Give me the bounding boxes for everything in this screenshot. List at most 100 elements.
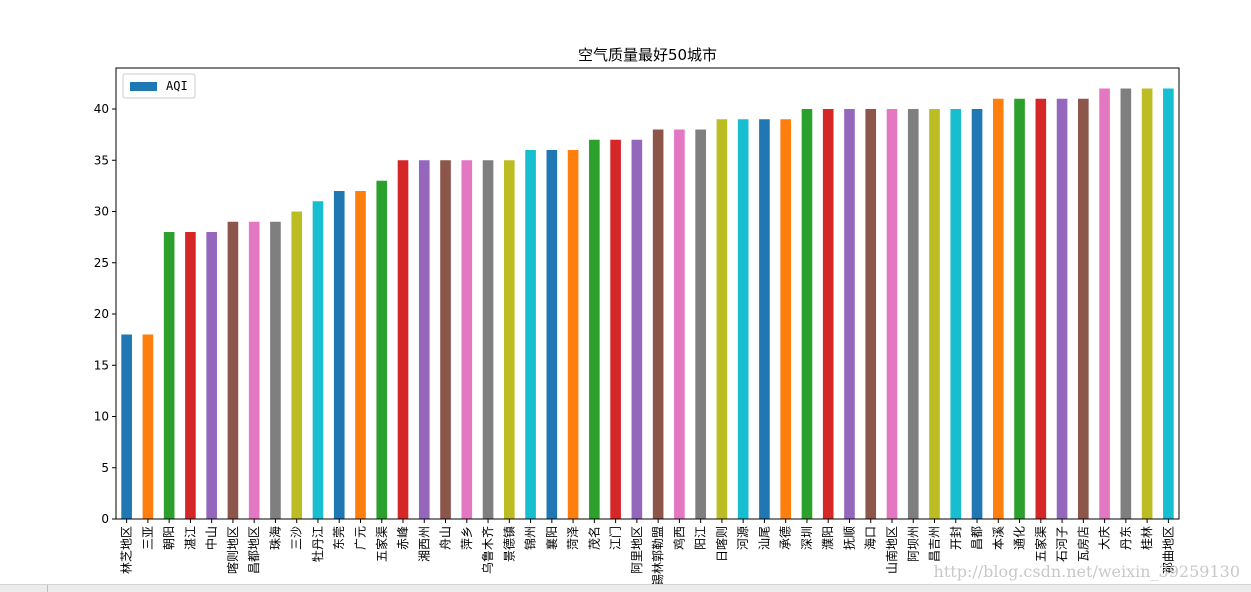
legend-box — [122, 73, 196, 99]
x-tick-label: 瓦房店 — [1075, 526, 1090, 562]
y-tick-label: 35 — [94, 153, 109, 167]
bar-7 — [248, 221, 260, 519]
watermark: http://blog.csdn.net/weixin_39259130 — [934, 562, 1240, 581]
bars-group — [121, 88, 1174, 519]
bar-33 — [801, 109, 813, 519]
x-tick-label: 濮阳 — [820, 526, 835, 550]
bar-20 — [525, 150, 536, 519]
x-tick-label: 河源 — [736, 526, 750, 550]
bar-31 — [759, 119, 770, 519]
y-axis: 0 5 10 15 20 25 30 35 40 — [94, 102, 116, 526]
bar-15 — [418, 160, 430, 519]
x-tick-label: 抚顺 — [842, 526, 856, 550]
x-tick-label: 喀则地区 — [226, 526, 240, 574]
x-tick-label: 昌都 — [970, 526, 984, 550]
x-tick-label: 乌鲁木齐 — [480, 526, 495, 574]
bar-26 — [652, 129, 664, 519]
x-tick-label: 珠海 — [267, 526, 282, 550]
x-tick-label: 山南地区 — [884, 526, 899, 574]
x-tick-label: 东莞 — [332, 526, 346, 550]
x-tick-label: 赤峰 — [396, 526, 410, 550]
x-tick-label: 锡林郭勒盟 — [650, 526, 665, 586]
bar-34 — [822, 109, 834, 519]
bar-9 — [291, 211, 303, 519]
bar-19 — [503, 160, 515, 519]
x-tick-label: 石河子 — [1055, 526, 1069, 562]
bar-18 — [482, 160, 494, 519]
x-tick-label: 湛江 — [183, 526, 197, 550]
x-tick-label: 牡丹江 — [310, 526, 325, 562]
bar-36 — [865, 109, 877, 519]
x-tick-label: 阳江 — [694, 526, 708, 550]
x-tick-label: 景德镇 — [501, 526, 516, 562]
x-tick-label: 舟山 — [439, 526, 453, 550]
bar-40 — [950, 109, 962, 519]
x-tick-label: 本溪 — [991, 526, 1005, 550]
x-tick-label: 湘西州 — [416, 526, 431, 562]
bar-49 — [1141, 88, 1153, 519]
x-tick-label: 汕尾 — [757, 526, 771, 550]
x-tick-label: 海口 — [863, 526, 878, 550]
bar-21 — [546, 150, 558, 519]
y-tick-label: 20 — [94, 307, 109, 321]
x-tick-label: 昌吉州 — [928, 526, 942, 562]
x-tick-label: 茂名 — [586, 526, 601, 550]
bar-14 — [397, 160, 409, 519]
bar-25 — [631, 139, 643, 519]
x-tick-label: 那曲地区 — [1161, 526, 1175, 574]
x-tick-label: 大庆 — [1098, 526, 1112, 550]
bar-46 — [1078, 98, 1089, 519]
x-tick-label: 桂林 — [1139, 526, 1154, 550]
chart-title: 空气质量最好50城市 — [578, 46, 717, 64]
y-tick-label: 15 — [94, 358, 109, 372]
bar-39 — [929, 109, 940, 519]
legend-label: AQI — [166, 79, 188, 93]
bar-11 — [333, 191, 345, 519]
x-tick-label: 阿里地区 — [630, 526, 644, 574]
x-tick-label: 广元 — [353, 526, 367, 550]
x-axis: 林芝地区 三亚 朝阳 湛江 中山 喀则地区 昌都地区 珠海 三沙 牡丹江 东莞 广元 五家渠 赤峰 湘西州舟… — [119, 519, 1175, 586]
x-tick-label: 锦州 — [524, 526, 538, 550]
bar-27 — [674, 129, 685, 519]
x-tick-label: 林芝地区 — [119, 526, 134, 574]
plot-frame — [115, 67, 1180, 520]
x-tick-label: 五家渠 — [1033, 526, 1048, 562]
bar-16 — [440, 160, 451, 519]
x-tick-label: 三沙 — [290, 526, 304, 550]
y-tick-label: 0 — [101, 512, 109, 526]
bar-5 — [206, 232, 217, 519]
bar-50 — [1163, 88, 1174, 519]
bar-2 — [142, 334, 154, 519]
bar-44 — [1035, 98, 1047, 519]
x-tick-label: 萍乡 — [460, 526, 474, 550]
x-tick-label: 承德 — [778, 526, 793, 550]
x-tick-label: 菏泽 — [566, 526, 580, 550]
x-tick-label: 鸡西 — [671, 526, 686, 550]
bar-12 — [355, 191, 366, 519]
bar-3 — [163, 232, 175, 519]
bar-35 — [844, 109, 855, 519]
bar-8 — [270, 221, 281, 519]
bar-10 — [312, 201, 324, 519]
bar-4 — [185, 232, 196, 519]
bar-42 — [992, 98, 1004, 519]
bar-32 — [780, 119, 792, 519]
y-tick-label: 40 — [94, 102, 109, 116]
bar-47 — [1099, 88, 1110, 519]
bar-38 — [907, 109, 919, 519]
bar-1 — [121, 334, 132, 519]
x-tick-label: 日喀则 — [715, 526, 729, 562]
x-tick-label: 三亚 — [141, 526, 155, 550]
bar-6 — [227, 221, 239, 519]
bar-13 — [376, 180, 388, 519]
bar-23 — [589, 139, 600, 519]
x-tick-label: 中山 — [204, 526, 219, 550]
bar-28 — [695, 129, 706, 519]
strip-separator — [47, 585, 48, 592]
bar-43 — [1014, 98, 1025, 519]
bar-29 — [716, 119, 728, 519]
bar-22 — [567, 150, 579, 519]
x-tick-label: 丹东 — [1119, 526, 1133, 550]
bar-41 — [971, 109, 983, 519]
y-tick-label: 30 — [94, 205, 109, 219]
